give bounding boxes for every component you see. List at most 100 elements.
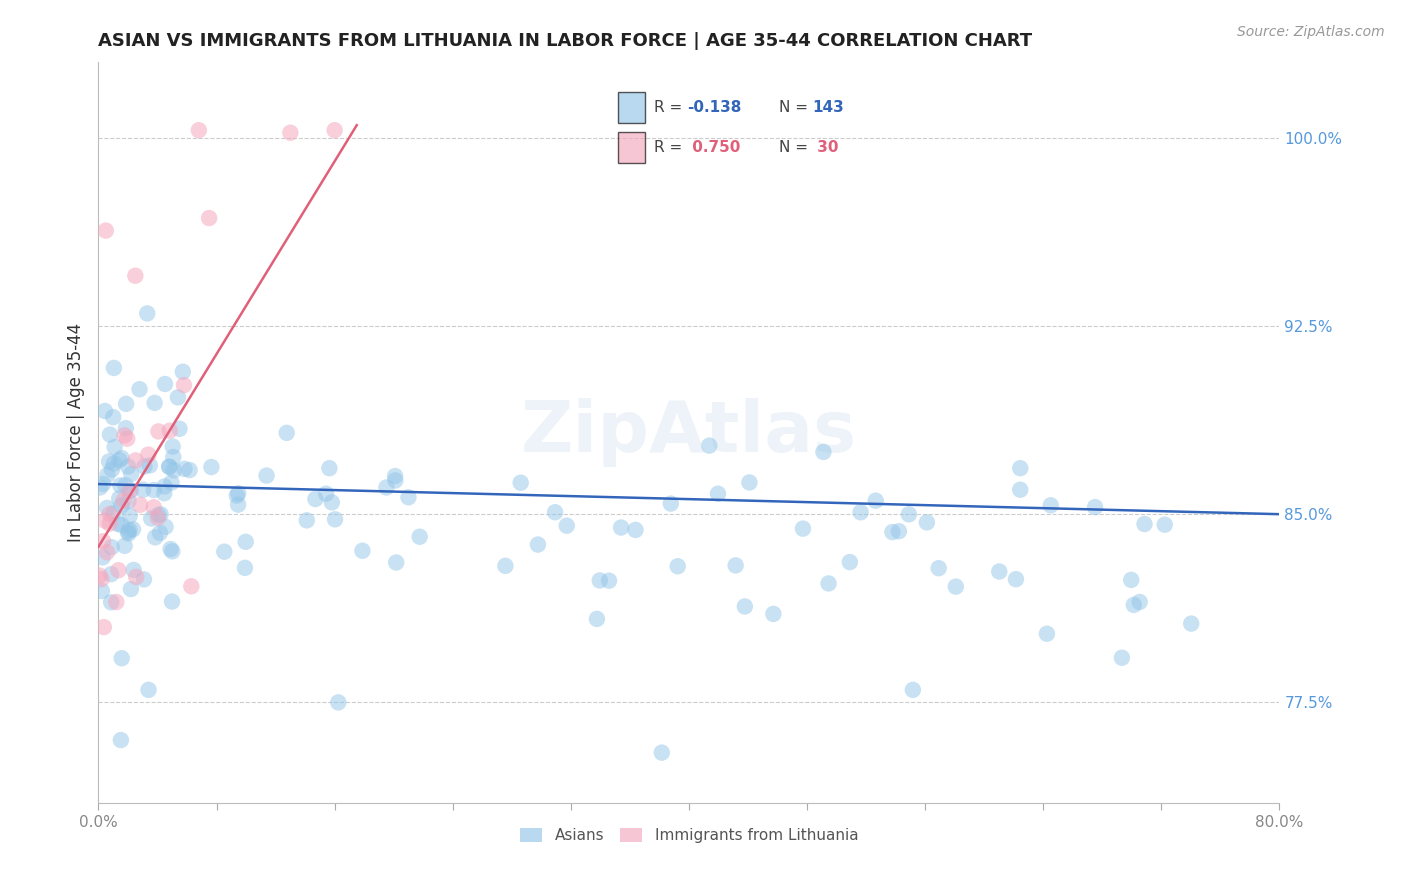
Point: [180, 579, 202, 593]
Point: [153, 376, 176, 391]
Point: [114, 428, 136, 442]
Point: [328, 695, 350, 709]
Point: [928, 561, 950, 575]
Point: [172, 365, 194, 379]
Point: [159, 424, 181, 438]
Point: [738, 475, 761, 490]
Point: [93, 620, 115, 634]
Point: [384, 469, 406, 483]
Point: [233, 561, 256, 575]
Point: [132, 573, 155, 587]
Point: [256, 468, 278, 483]
Point: [315, 486, 337, 500]
Point: [160, 594, 183, 608]
Point: [128, 382, 150, 396]
Point: [90, 584, 112, 599]
Point: [295, 513, 318, 527]
Point: [103, 457, 125, 471]
Point: [103, 360, 125, 375]
Point: [111, 651, 134, 665]
Point: [323, 512, 346, 526]
Legend: Asians, Immigrants from Lithuania: Asians, Immigrants from Lithuania: [512, 821, 866, 851]
Point: [100, 567, 122, 582]
Point: [494, 558, 516, 573]
Point: [1036, 626, 1059, 640]
Point: [887, 524, 910, 539]
Point: [838, 555, 860, 569]
Point: [724, 558, 747, 573]
Point: [120, 582, 142, 596]
Point: [105, 595, 128, 609]
Point: [136, 448, 159, 462]
Point: [375, 481, 398, 495]
Point: [100, 595, 122, 609]
Point: [384, 474, 406, 488]
Point: [1039, 498, 1062, 512]
Point: [98, 427, 121, 442]
Point: [321, 495, 343, 509]
Point: [98, 454, 121, 468]
Point: [139, 458, 162, 473]
Point: [162, 450, 184, 464]
Point: [118, 508, 141, 523]
Point: [352, 543, 374, 558]
Point: [651, 746, 673, 760]
Point: [104, 440, 127, 454]
Point: [235, 534, 257, 549]
Point: [792, 522, 814, 536]
Point: [1084, 500, 1107, 514]
Point: [110, 451, 132, 466]
Point: [129, 498, 152, 512]
Point: [1010, 483, 1032, 497]
Point: [666, 559, 689, 574]
Point: [1129, 595, 1152, 609]
Point: [148, 425, 170, 439]
Point: [1133, 516, 1156, 531]
Point: [124, 268, 146, 283]
Point: [94, 514, 117, 528]
Point: [865, 493, 887, 508]
Point: [169, 422, 191, 436]
Point: [117, 459, 139, 474]
Point: [813, 445, 835, 459]
Point: [1005, 572, 1028, 586]
Point: [153, 479, 176, 493]
Point: [659, 497, 682, 511]
Point: [897, 508, 920, 522]
Point: [304, 491, 326, 506]
Point: [136, 306, 159, 320]
Point: [555, 518, 578, 533]
Point: [915, 516, 938, 530]
Point: [98, 516, 121, 531]
Point: [96, 545, 118, 559]
Point: [110, 518, 132, 533]
Point: [1121, 573, 1143, 587]
Point: [120, 483, 142, 498]
Text: ZipAtlas: ZipAtlas: [522, 398, 856, 467]
Point: [89, 568, 111, 582]
Point: [610, 520, 633, 534]
Point: [118, 484, 141, 499]
Point: [901, 682, 924, 697]
Point: [138, 682, 160, 697]
Y-axis label: In Labor Force | Age 35-44: In Labor Force | Age 35-44: [66, 323, 84, 542]
Point: [146, 510, 169, 524]
Point: [173, 462, 195, 476]
Point: [110, 499, 132, 513]
Point: [125, 570, 148, 584]
Point: [108, 491, 131, 506]
Point: [122, 563, 145, 577]
Point: [280, 126, 302, 140]
Point: [114, 539, 136, 553]
Point: [134, 459, 156, 474]
Point: [96, 467, 118, 482]
Point: [91, 534, 114, 549]
Point: [96, 500, 118, 515]
Point: [118, 523, 141, 537]
Point: [141, 511, 163, 525]
Point: [143, 396, 166, 410]
Point: [408, 530, 430, 544]
Point: [225, 489, 247, 503]
Point: [323, 123, 346, 137]
Point: [318, 461, 340, 475]
